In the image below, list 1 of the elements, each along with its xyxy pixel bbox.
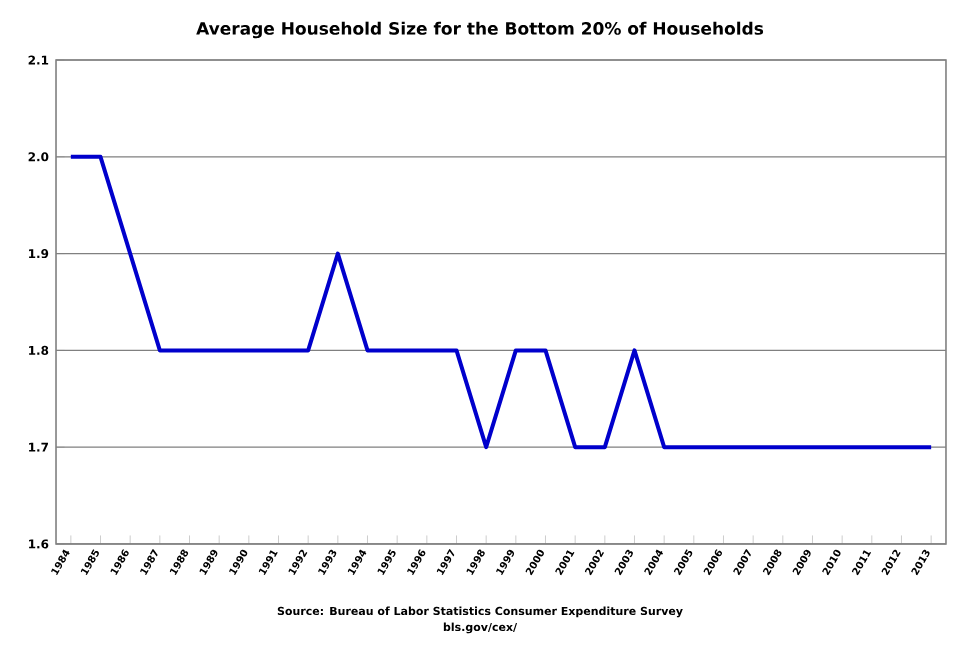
chart-title: Average Household Size for the Bottom 20% of Households: [196, 21, 764, 39]
